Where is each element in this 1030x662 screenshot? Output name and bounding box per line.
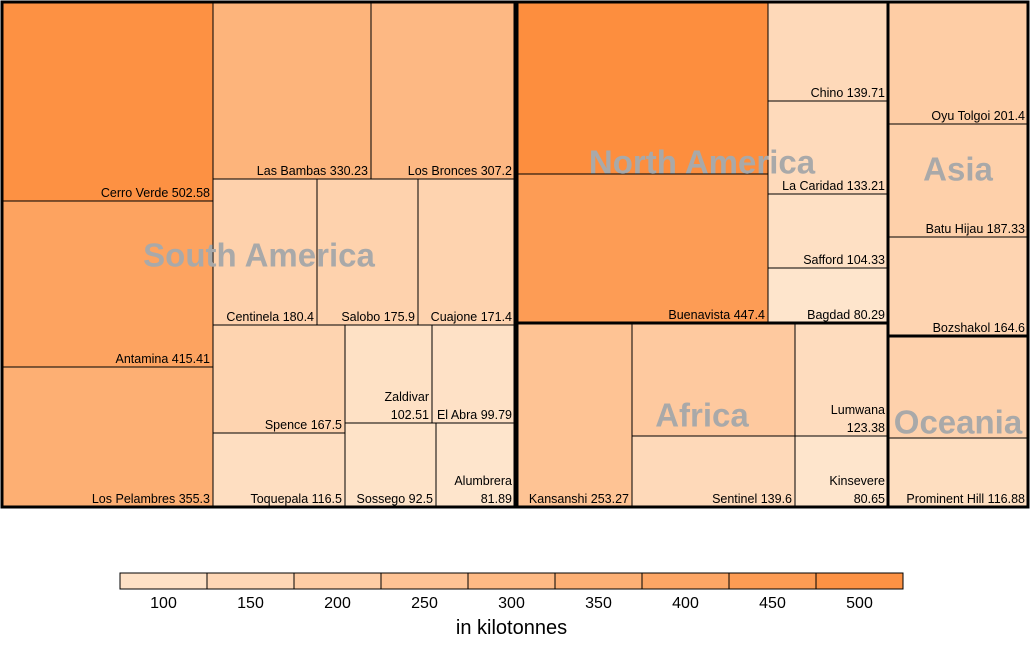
color-legend: 100 150 200 250 300 350 400 450 500 in kilotonnes <box>119 572 904 639</box>
region-label-oceania: Oceania <box>894 404 1023 441</box>
tile-kinsevere <box>794 435 889 508</box>
tile-label-kansanshi: Kansanshi 253.27 <box>529 492 629 506</box>
region-label-north-america: North America <box>589 144 816 181</box>
tile-label-cuajone: Cuajone 171.4 <box>431 310 512 324</box>
tile-chino <box>767 1 889 102</box>
legend-swatch-250 <box>380 572 469 590</box>
legend-tick-label: 150 <box>237 595 264 612</box>
tile-salobo <box>316 178 419 326</box>
tile-bozshakol <box>887 236 1029 337</box>
tile-label-buenavista: Buenavista 447.4 <box>668 308 765 322</box>
tile-label-chino: Chino 139.71 <box>811 86 885 100</box>
tile-label-prominent-hill: Prominent Hill 116.88 <box>906 492 1025 506</box>
tile-label-cerro-verde: Cerro Verde 502.58 <box>101 186 210 200</box>
tile-kansanshi <box>516 322 633 508</box>
tile-morenci <box>516 1 769 175</box>
tile-cerro-verde <box>1 1 214 202</box>
tile-label-antamina: Antamina 415.41 <box>115 352 210 366</box>
legend-tick-label: 350 <box>585 595 612 612</box>
region-label-south-america: South America <box>143 237 375 274</box>
tile-label-los-bronces: Los Bronces 307.2 <box>408 164 512 178</box>
tile-label-toquepala: Toquepala 116.5 <box>250 492 342 506</box>
tile-la-caridad <box>767 100 889 195</box>
tile-label-los-pelambres: Los Pelambres 355.3 <box>92 492 210 506</box>
tile-label-lumwana: Lumwana 123.38 <box>831 403 885 435</box>
legend-tick-label: 100 <box>150 595 177 612</box>
legend-tick-label: 500 <box>846 595 873 612</box>
region-label-africa: Africa <box>655 397 749 434</box>
legend-tick-label: 200 <box>324 595 351 612</box>
tile-antamina <box>1 200 214 368</box>
tile-centinela <box>212 178 318 326</box>
tile-label-sentinel: Sentinel 139.6 <box>712 492 792 506</box>
tile-prominent-hill <box>887 437 1029 508</box>
tile-los-pelambres <box>1 366 214 508</box>
tile-oyu-tolgoi <box>887 1 1029 125</box>
tile-sossego <box>344 422 437 508</box>
tile-spence <box>212 324 346 434</box>
tile-label-oyu-tolgoi: Oyu Tolgoi 201.4 <box>931 109 1025 123</box>
region-borders <box>0 0 1030 509</box>
treemap-tiles: Cerro Verde 502.58 Antamina 415.41 Los Pel… <box>1 1 1029 508</box>
region-border-oceania <box>886 334 1030 509</box>
legend-tick-label: 300 <box>498 595 525 612</box>
legend-swatch-150 <box>206 572 295 590</box>
tile-label-kinsevere: Kinsevere 80.65 <box>829 474 885 506</box>
tile-label-las-bambas: Las Bambas 330.23 <box>257 164 368 178</box>
tile-label-la-caridad: La Caridad 133.21 <box>782 179 885 193</box>
tile-las-bambas <box>212 1 372 180</box>
legend-title: in kilotonnes <box>456 617 567 639</box>
legend-swatch-200 <box>293 572 382 590</box>
tile-lumwana <box>794 322 889 437</box>
tile-toquepala <box>212 432 346 508</box>
legend-swatch-400 <box>641 572 730 590</box>
tile-label-zaldivar: Zaldivar 102.51 <box>385 390 430 422</box>
legend-tick-label: 450 <box>759 595 786 612</box>
tile-cuajone <box>417 178 516 326</box>
legend-tick-label: 400 <box>672 595 699 612</box>
legend-swatch-350 <box>554 572 643 590</box>
tile-buenavista <box>516 173 769 324</box>
region-labels: South America North America Africa Asia Ocea… <box>143 144 1023 441</box>
tile-label-batu-hijau: Batu Hijau 187.33 <box>926 222 1025 236</box>
legend-swatch-450 <box>728 572 817 590</box>
tile-batu-hijau <box>887 123 1029 238</box>
legend-swatch-300 <box>467 572 556 590</box>
tile-label-spence: Spence 167.5 <box>265 418 342 432</box>
tile-label-bagdad: Bagdad 80.29 <box>807 308 885 322</box>
region-border-south-america <box>0 0 517 509</box>
legend-swatch-500 <box>815 572 904 590</box>
tile-zaldivar <box>344 324 433 424</box>
tile-label-centinela: Centinela 180.4 <box>226 310 314 324</box>
legend-swatch-100 <box>119 572 208 590</box>
tile-safford <box>767 193 889 269</box>
tile-el-abra <box>431 324 516 424</box>
region-label-asia: Asia <box>923 151 993 188</box>
tile-los-bronces <box>370 1 516 180</box>
tile-label-sossego: Sossego 92.5 <box>357 492 433 506</box>
tile-alumbrera <box>435 422 516 508</box>
legend-tick-label: 250 <box>411 595 438 612</box>
tile-label-safford: Safford 104.33 <box>803 253 885 267</box>
tile-label-el-abra: El Abra 99.79 <box>437 408 512 422</box>
tile-sentinel <box>631 435 796 508</box>
tile-label-alumbrera: Alumbrera 81.89 <box>454 474 512 506</box>
tile-label-bozshakol: Bozshakol 164.6 <box>933 321 1025 335</box>
tile-label-salobo: Salobo 175.9 <box>341 310 415 324</box>
